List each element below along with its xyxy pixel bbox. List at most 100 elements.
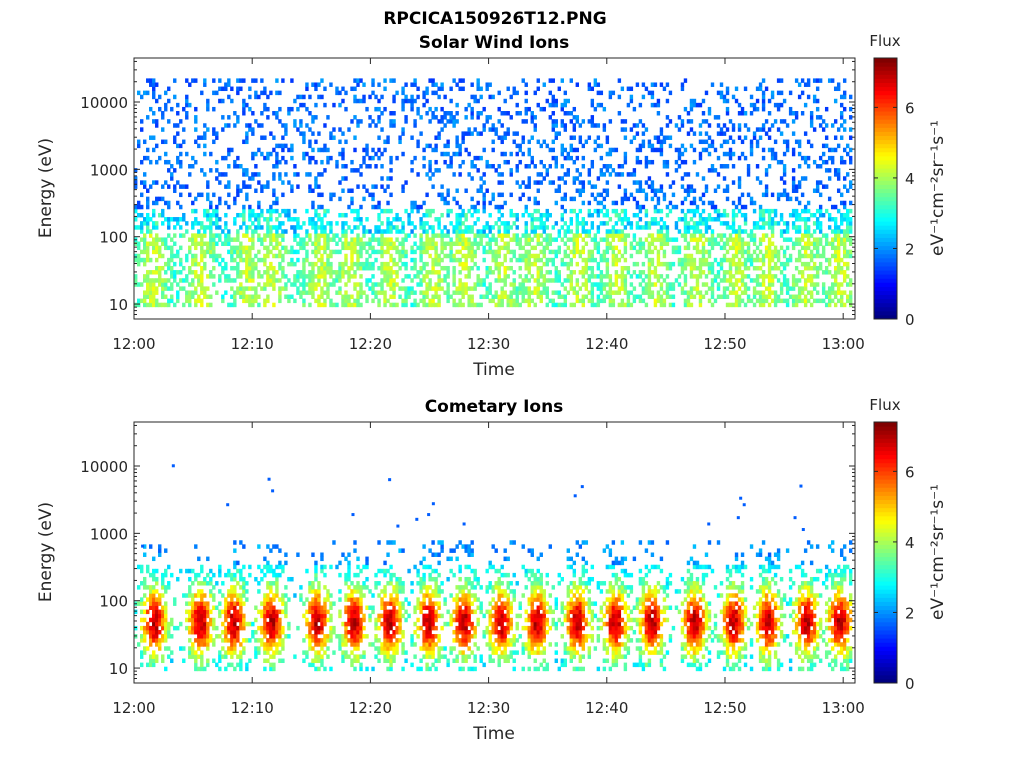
heatmap-cell (395, 229, 399, 234)
heatmap-cell (146, 274, 150, 279)
heatmap-cell (740, 192, 745, 198)
heatmap-cell (473, 261, 477, 267)
heatmap-cell (524, 278, 528, 283)
heatmap-cell (158, 646, 162, 651)
heatmap-cell (620, 265, 625, 271)
heatmap-cell (461, 261, 465, 267)
heatmap-cell (752, 233, 757, 238)
heatmap-cell (623, 302, 628, 308)
heatmap-cell (737, 286, 742, 291)
heatmap-cell (713, 204, 718, 210)
heatmap-cell (689, 217, 694, 222)
heatmap-cell (308, 184, 312, 189)
heatmap-cell (239, 86, 243, 92)
heatmap-cell (824, 135, 829, 140)
heatmap-cell (275, 111, 279, 116)
heatmap-cell (755, 127, 760, 132)
heatmap-cell (428, 253, 432, 259)
heatmap-cell (524, 237, 528, 242)
heatmap-cell (569, 249, 573, 255)
heatmap-cell (194, 257, 198, 263)
heatmap-cell (809, 302, 814, 308)
heatmap-cell (716, 184, 721, 189)
heatmap-cell (386, 245, 390, 251)
heatmap-cell (554, 123, 558, 128)
heatmap-cell (320, 302, 324, 308)
heatmap-cell (833, 168, 838, 173)
heatmap-cell (743, 274, 748, 279)
heatmap-cell (470, 111, 474, 116)
heatmap-cell (149, 294, 153, 300)
heatmap-cell (302, 245, 306, 251)
heatmap-cell (476, 278, 480, 283)
heatmap-cell (797, 253, 802, 259)
heatmap-cell (239, 241, 243, 246)
heatmap-cell (830, 286, 835, 291)
heatmap-cell (152, 609, 156, 615)
heatmap-cell (335, 159, 339, 165)
heatmap-cell (560, 204, 564, 210)
heatmap-cell (776, 192, 781, 198)
heatmap-cell (278, 159, 282, 165)
heatmap-cell (386, 229, 390, 234)
heatmap-cell (485, 274, 489, 279)
colorbar-segment (874, 164, 897, 169)
heatmap-cell (734, 302, 739, 308)
heatmap-cell (815, 225, 820, 230)
heatmap-cell (173, 233, 177, 238)
heatmap-cell (695, 245, 700, 251)
heatmap-cell (680, 151, 685, 157)
heatmap-cell (824, 184, 829, 189)
heatmap-cell (761, 212, 766, 218)
heatmap-cell (344, 261, 348, 267)
heatmap-cell (512, 249, 516, 255)
heatmap-cell (788, 196, 793, 202)
heatmap-cell (431, 261, 435, 267)
heatmap-cell (611, 237, 616, 242)
heatmap-cell (332, 270, 336, 275)
heatmap-cell (344, 257, 348, 263)
heatmap-cell (152, 294, 156, 300)
heatmap-cell (383, 294, 387, 300)
heatmap-cell (158, 106, 162, 112)
heatmap-cell (251, 78, 255, 83)
heatmap-cell (467, 151, 471, 157)
heatmap-cell (617, 249, 622, 255)
heatmap-cell (491, 253, 495, 259)
heatmap-cell (200, 245, 204, 251)
heatmap-cell (191, 155, 195, 161)
heatmap-cell (281, 155, 285, 161)
heatmap-cell (578, 135, 583, 140)
heatmap-cell (311, 261, 315, 267)
heatmap-cell (560, 225, 564, 230)
heatmap-cell (515, 237, 519, 242)
heatmap-cell (755, 290, 760, 295)
heatmap-cell (848, 135, 853, 140)
heatmap-cell (203, 172, 207, 177)
heatmap-cell (827, 302, 832, 308)
heatmap-cell (815, 270, 820, 275)
heatmap-cell (680, 184, 685, 189)
heatmap-cell (749, 151, 754, 157)
heatmap-cell (716, 217, 721, 222)
heatmap-cell (560, 106, 564, 112)
heatmap-cell (269, 274, 273, 279)
heatmap-cell (584, 229, 589, 234)
heatmap-cell (602, 294, 607, 300)
heatmap-cell (242, 204, 246, 210)
heatmap-cell (308, 237, 312, 242)
heatmap-cell (686, 131, 691, 136)
heatmap-cell (323, 212, 327, 218)
heatmap-cell (371, 147, 375, 153)
heatmap-cell (206, 208, 210, 214)
heatmap-cell (623, 265, 628, 271)
heatmap-cell (842, 127, 847, 132)
heatmap-cell (815, 298, 820, 304)
heatmap-cell (782, 188, 787, 193)
heatmap-cell (359, 302, 363, 308)
heatmap-cell (785, 298, 790, 304)
heatmap-cell (341, 245, 345, 251)
heatmap-cell (695, 237, 700, 242)
heatmap-cell (335, 86, 339, 92)
heatmap-cell (800, 298, 805, 304)
